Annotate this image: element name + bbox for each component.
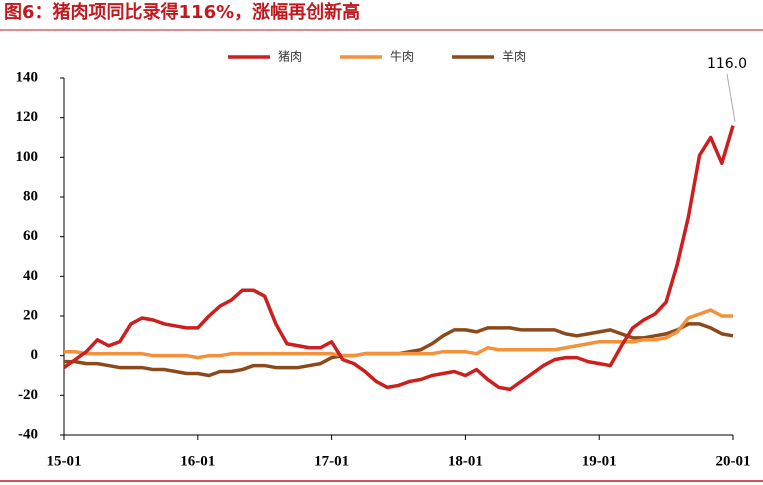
x-tick-label: 17-01 bbox=[314, 453, 349, 469]
y-tick-label: -20 bbox=[18, 387, 38, 403]
y-tick-label: 0 bbox=[31, 347, 39, 363]
legend-label: 羊肉 bbox=[502, 49, 526, 64]
x-tick-label: 15-01 bbox=[47, 453, 82, 469]
y-tick-label: 100 bbox=[16, 149, 39, 165]
legend-label: 牛肉 bbox=[390, 49, 414, 64]
annotation-leader bbox=[726, 73, 736, 122]
series-line bbox=[62, 125, 735, 392]
x-tick-label: 19-01 bbox=[582, 453, 617, 469]
y-tick-label: 20 bbox=[23, 307, 38, 323]
y-tick-label: 120 bbox=[16, 109, 39, 125]
legend-label: 猪肉 bbox=[278, 50, 302, 64]
y-tick-label: 80 bbox=[23, 188, 38, 204]
series-line bbox=[64, 308, 733, 360]
annotation: 116.0 bbox=[707, 56, 747, 72]
x-tick-label: 20-01 bbox=[716, 453, 751, 469]
y-tick-label: 140 bbox=[16, 69, 39, 85]
x-tick-label: 16-01 bbox=[180, 453, 215, 469]
x-tick-label: 18-01 bbox=[448, 453, 483, 469]
y-tick-label: -40 bbox=[18, 426, 38, 442]
y-tick-label: 60 bbox=[23, 228, 38, 244]
y-tick-label: 40 bbox=[23, 268, 38, 284]
series-line bbox=[64, 322, 734, 378]
chart-title: 图6：猪肉项同比录得116%，涨幅再创新高 bbox=[4, 1, 360, 23]
